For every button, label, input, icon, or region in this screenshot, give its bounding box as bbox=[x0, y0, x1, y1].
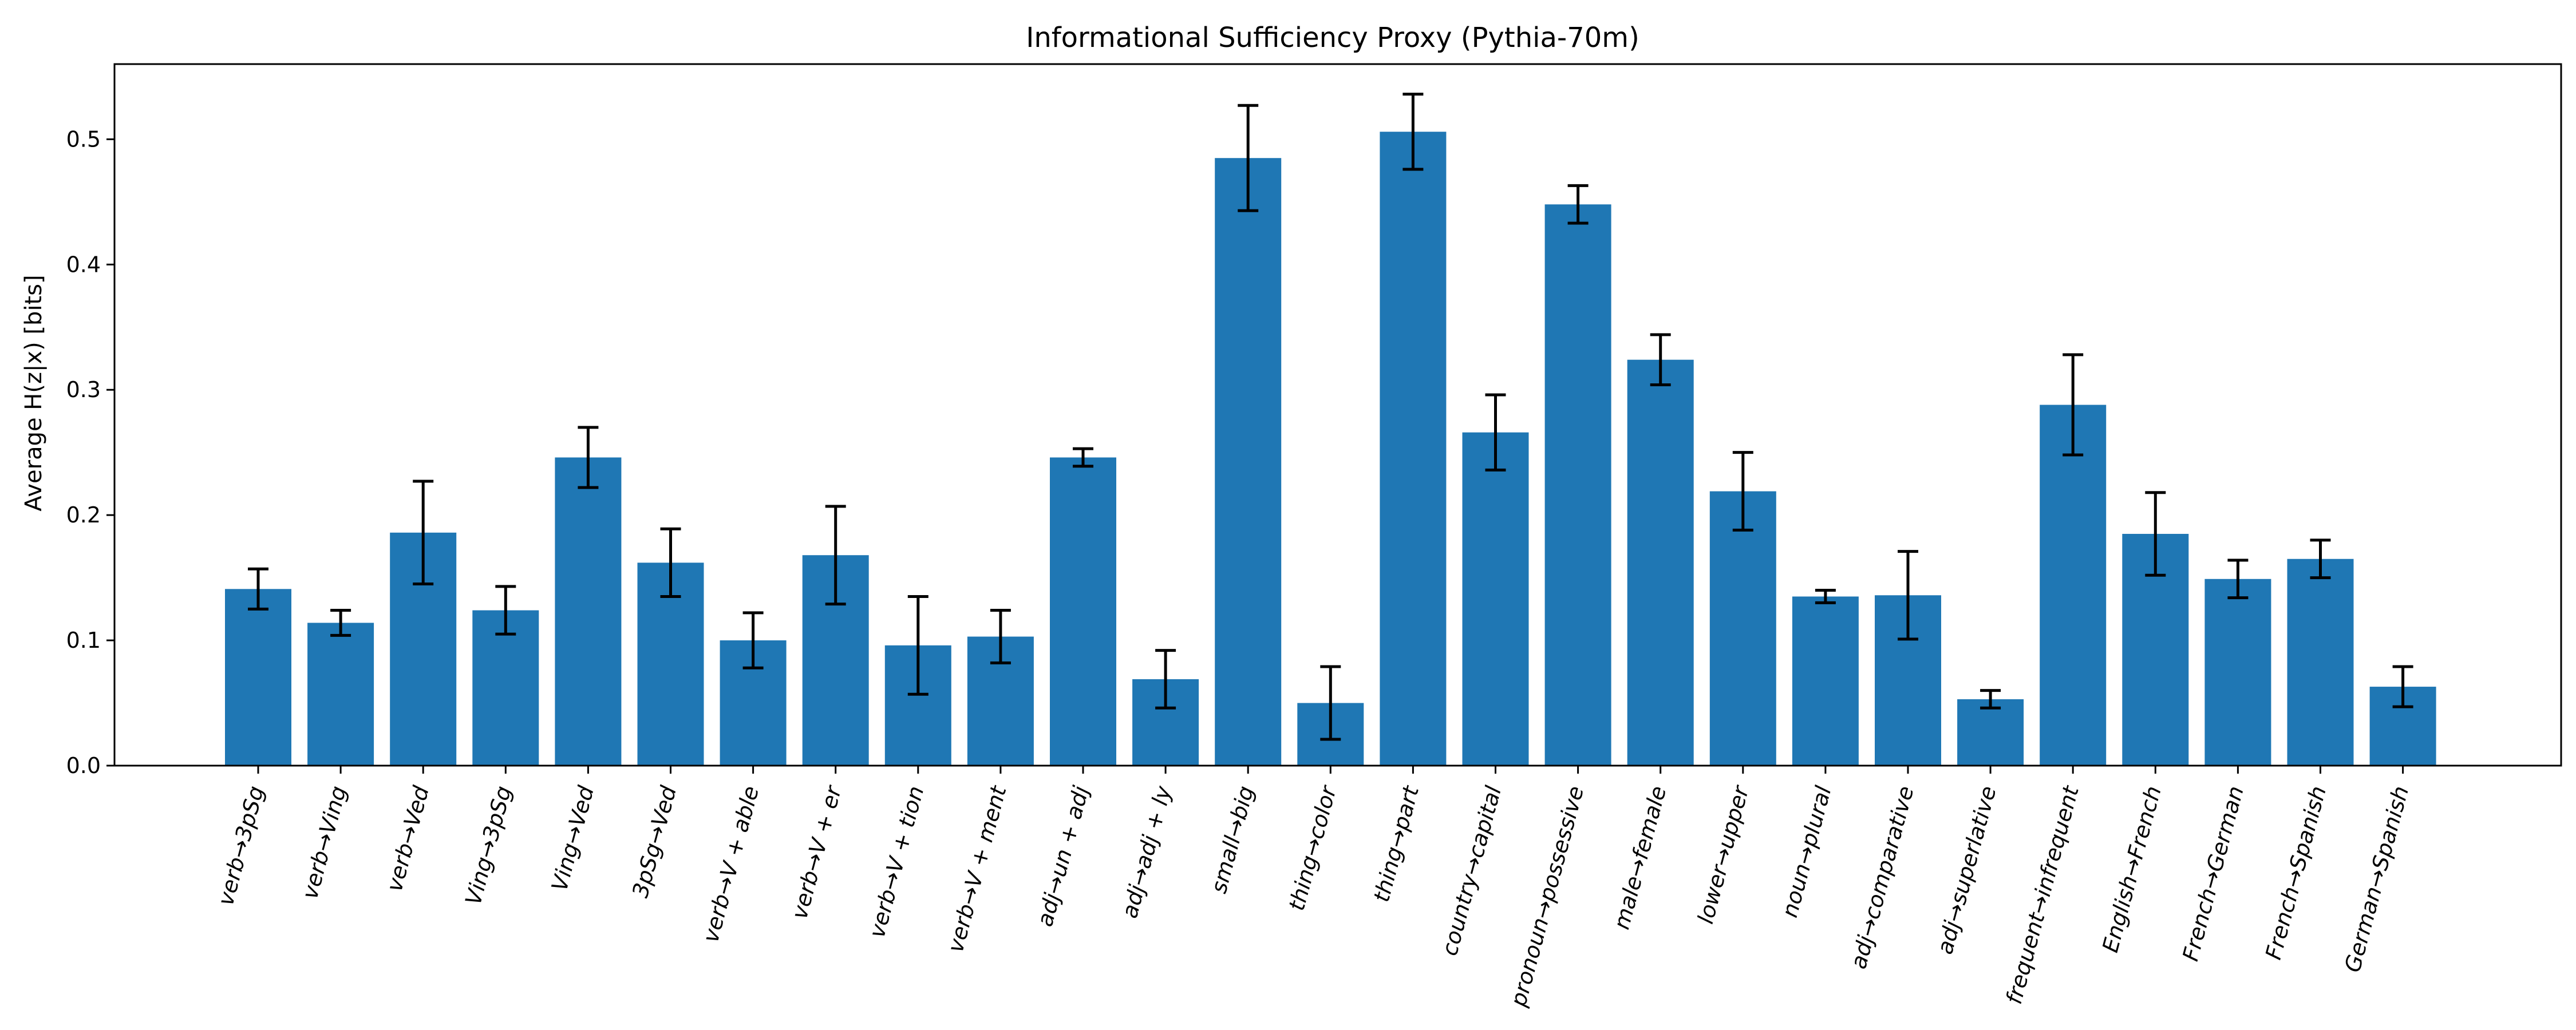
bar bbox=[1957, 699, 2024, 766]
x-tick-label: adj→un + adj bbox=[1032, 783, 1094, 929]
x-tick-label: adj→superlative bbox=[1932, 783, 2001, 957]
x-tick-label: verb→V + er bbox=[787, 782, 847, 922]
x-tick-label: country→capital bbox=[1437, 783, 1506, 958]
x-axis: verb→3pSg verb→Ving verb→Ved Ving→3pSg Ving→… bbox=[213, 766, 2413, 1009]
bar bbox=[1792, 596, 1859, 766]
x-tick-label: verb→3pSg bbox=[213, 783, 269, 908]
error-bars-group bbox=[248, 93, 2413, 741]
bar bbox=[2204, 579, 2271, 766]
bar bbox=[1462, 432, 1529, 766]
bar bbox=[307, 623, 374, 766]
bar bbox=[555, 457, 622, 766]
x-tick-label: English→French bbox=[2097, 783, 2166, 955]
x-tick-label: verb→V + ment bbox=[943, 782, 1012, 955]
bar bbox=[472, 610, 539, 766]
bar bbox=[1709, 491, 1776, 766]
y-axis-label: Average H(z|x) [bits] bbox=[21, 275, 47, 511]
y-axis: 0.0 0.1 0.2 0.3 0.4 0.5 bbox=[66, 126, 114, 778]
x-tick-label: Ving→3pSg bbox=[460, 783, 516, 908]
x-tick-label: adj→comparative bbox=[1846, 783, 1919, 972]
x-tick-label: verb→V + able bbox=[698, 783, 764, 945]
x-tick-label: thing→color bbox=[1284, 782, 1342, 913]
bar bbox=[1627, 359, 1694, 766]
x-tick-label: verb→V + tion bbox=[864, 783, 929, 940]
bar bbox=[1215, 158, 1282, 766]
bars-group bbox=[225, 132, 2436, 766]
y-tick-label: 0.1 bbox=[66, 628, 101, 653]
x-tick-label: 3pSg→Ved bbox=[627, 783, 681, 900]
bar bbox=[2287, 558, 2354, 766]
x-tick-label: adj→adj + ly bbox=[1117, 783, 1176, 921]
x-tick-label: French→Spanish bbox=[2261, 783, 2331, 962]
bar bbox=[225, 589, 291, 766]
bar bbox=[1380, 132, 1447, 766]
y-tick-label: 0.3 bbox=[66, 377, 101, 402]
plot-frame bbox=[113, 63, 2562, 767]
x-tick-label: thing→part bbox=[1369, 782, 1424, 905]
y-tick-label: 0.0 bbox=[66, 753, 101, 778]
x-tick-label: French→German bbox=[2178, 783, 2249, 964]
bar bbox=[1050, 457, 1116, 766]
bar bbox=[2040, 405, 2107, 766]
x-tick-label: verb→Ved bbox=[382, 783, 434, 894]
y-tick-label: 0.5 bbox=[66, 126, 101, 152]
x-tick-label: small→big bbox=[1206, 783, 1259, 896]
x-tick-label: verb→Ving bbox=[297, 783, 351, 902]
x-tick-label: lower→upper bbox=[1693, 782, 1754, 926]
chart-title: Informational Sufficiency Proxy (Pythia-… bbox=[1026, 22, 1639, 54]
x-tick-label: noun→plural bbox=[1777, 783, 1836, 920]
x-tick-label: male→female bbox=[1609, 783, 1671, 932]
x-tick-label: Ving→Ved bbox=[547, 783, 599, 894]
y-tick-label: 0.2 bbox=[66, 502, 101, 528]
bar bbox=[1544, 204, 1611, 766]
y-tick-label: 0.4 bbox=[66, 252, 101, 277]
x-tick-label: German→Spanish bbox=[2340, 783, 2413, 975]
x-tick-label: frequent→infrequent bbox=[2001, 782, 2084, 1007]
x-tick-label: pronoun→possessive bbox=[1506, 783, 1589, 1010]
